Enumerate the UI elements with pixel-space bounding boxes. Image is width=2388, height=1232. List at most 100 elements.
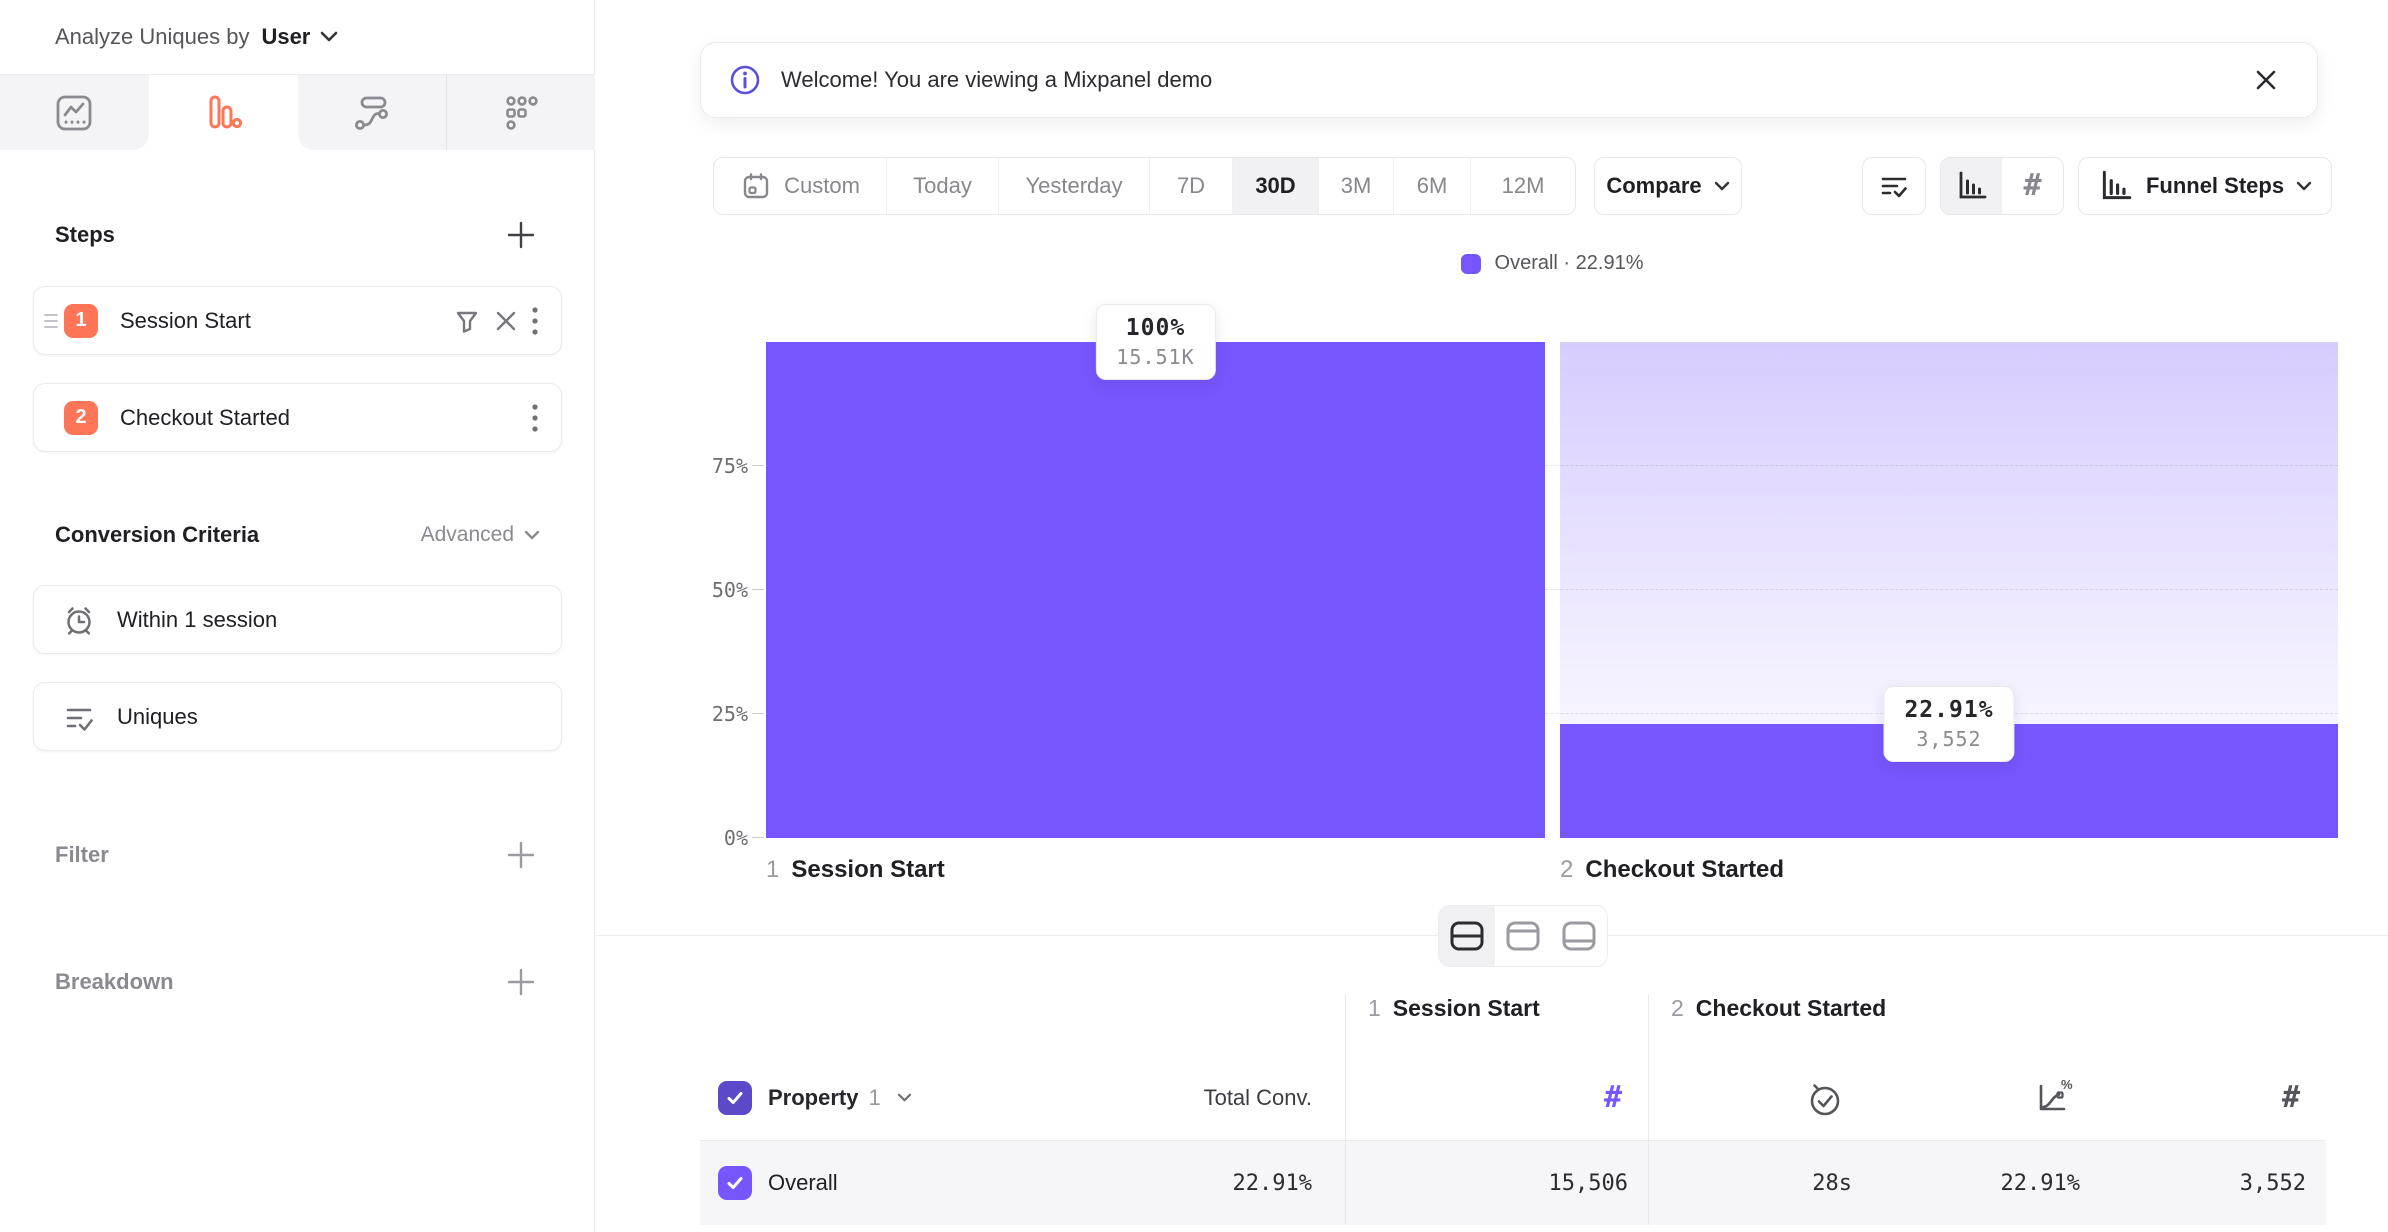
close-icon [2256,70,2276,90]
group-header-checkout-started: 2 Checkout Started [1648,995,2326,1055]
format-percent-bars[interactable] [1941,158,2002,214]
funnel-column-step-1: 100% 15.51K [766,304,1545,838]
date-range-label: Today [913,173,972,198]
step-filter-button[interactable] [447,301,487,341]
step-number-badge: 2 [64,400,98,435]
tab-insights[interactable] [0,75,149,150]
add-breakdown-button[interactable] [502,963,540,1001]
funnel-steps-label: Funnel Steps [2145,173,2285,198]
chart-toolbar: Custom Today Yesterday 7D 30D 3M 6M 12M … [700,157,2340,215]
date-range-today[interactable]: Today [886,158,998,214]
analyze-label: Analyze Uniques by [55,24,250,49]
count-column-header[interactable]: # [2100,1055,2326,1140]
step-row-2[interactable]: 2 Checkout Started [33,383,562,452]
tab-flows[interactable] [297,75,447,150]
compare-dropdown[interactable]: Compare [1594,157,1742,215]
group-step-name: Checkout Started [1695,995,1887,1021]
split-view-icon [1450,921,1484,951]
funnel-bar-step-1[interactable] [766,342,1545,838]
date-range-12m[interactable]: 12M [1470,158,1575,214]
filter-icon [456,311,478,333]
x-step-label-1: 1 Session Start [766,856,945,884]
analyze-by-dropdown[interactable]: User [261,24,338,50]
drag-handle-icon[interactable] [43,312,59,330]
date-range-7d[interactable]: 7D [1149,158,1232,214]
breakdown-table: 1 Session Start 2 Checkout Started Prope… [700,995,2326,1225]
kebab-icon [532,403,538,432]
time-to-convert-value: 28s [1648,1140,1872,1225]
tab-funnels[interactable] [148,75,298,150]
layout-split-view[interactable] [1439,906,1495,966]
plus-icon [507,968,535,996]
tab-retention[interactable] [446,75,595,150]
stopwatch-check-icon [1810,1083,1840,1115]
conv-rate-column-header[interactable]: % [1872,1055,2100,1140]
bar-chart-icon [1959,171,1986,199]
total-conv-header[interactable]: Total Conv. [1203,1084,1312,1110]
plus-icon [507,841,535,869]
date-range-6m[interactable]: 6M [1393,158,1470,214]
steps-title: Steps [55,222,115,247]
advanced-dropdown[interactable]: Advanced [421,523,540,547]
layout-chart-only[interactable] [1495,906,1551,966]
breakdown-section-header: Breakdown [0,957,595,1007]
session-start-count-column-header[interactable]: # [1345,1055,1648,1140]
group-step-number: 2 [1671,995,1684,1021]
bar-chart-icon [2102,170,2132,200]
y-tick-label: 0% [723,826,748,850]
layout-table-only[interactable] [1551,906,1607,966]
session-start-count-value: 15,506 [1345,1140,1648,1225]
date-range-30d[interactable]: 30D [1232,158,1318,214]
counting-method-row[interactable]: Uniques [33,682,562,751]
flows-icon [354,96,388,130]
y-tick-mark [752,837,764,838]
legend-swatch [1460,253,1481,274]
step-row-1[interactable]: 1 Session Start [33,286,562,355]
gridline [766,465,2338,466]
select-all-checkbox[interactable] [718,1080,752,1115]
check-icon [727,1091,743,1104]
alarm-clock-icon [61,602,97,638]
conversion-window-row[interactable]: Within 1 session [33,585,562,654]
time-to-convert-column-header[interactable] [1648,1055,1872,1140]
chevron-down-icon [321,31,338,42]
date-range-3m[interactable]: 3M [1318,158,1393,214]
format-number[interactable]: # [2002,158,2063,214]
svg-text:%: % [2061,1077,2073,1092]
step-number: 2 [1560,856,1574,883]
chevron-down-icon [1714,181,1729,190]
counting-method-label: Uniques [117,703,198,729]
analyze-header: Analyze Uniques by User [0,0,594,74]
group-header-spacer [1120,995,1345,1055]
step-name: Session Start [791,856,945,883]
analyze-by-value: User [261,24,311,49]
date-range-custom[interactable]: Custom [714,158,886,214]
funnel-column-step-2: 22.91% 3,552 [1560,342,2338,838]
step-remove-button[interactable] [487,302,525,340]
step-menu-button[interactable] [525,397,545,439]
hash-icon: # [2023,168,2042,203]
chevron-down-icon[interactable] [897,1093,912,1103]
add-step-button[interactable] [502,216,540,254]
step-menu-button[interactable] [525,300,545,342]
add-filter-button[interactable] [502,836,540,874]
date-range-yesterday[interactable]: Yesterday [998,158,1149,214]
conversion-criteria-header: Conversion Criteria Advanced [0,510,595,560]
gridline [766,713,2338,714]
total-conv-value: 22.91% [1120,1140,1345,1225]
x-axis-step-labels: 1 Session Start 2 Checkout Started [766,856,2338,896]
row-checkbox[interactable] [718,1166,752,1200]
metric-uniques-button[interactable] [1862,157,1926,215]
funnel-steps-dropdown[interactable]: Funnel Steps [2078,157,2332,215]
chevron-down-icon [524,530,540,539]
chart-legend[interactable]: Overall · 22.91% [766,252,2338,275]
table-row-name-cell[interactable]: Overall [700,1140,1120,1225]
y-tick-label: 25% [711,702,748,726]
y-tick-label: 75% [711,454,748,478]
banner-close-button[interactable] [2249,63,2283,97]
filter-section-header: Filter [0,830,595,880]
conversion-count: 3,552 [1916,727,1982,752]
calendar-icon [743,173,769,199]
plus-icon [507,221,535,249]
